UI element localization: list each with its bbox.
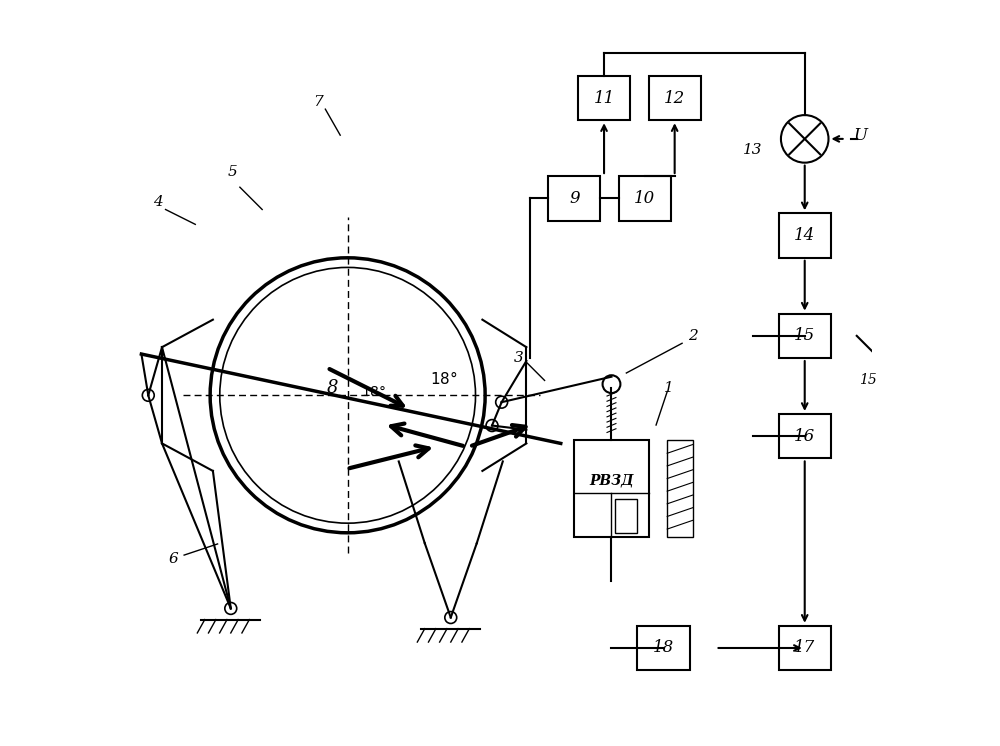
Bar xyxy=(779,414,831,459)
Text: 2: 2 xyxy=(688,329,698,343)
Text: 14: 14 xyxy=(794,227,815,244)
Bar xyxy=(619,176,671,221)
Text: $18°$: $18°$ xyxy=(361,385,386,398)
Bar xyxy=(779,213,831,258)
Text: $18°$: $18°$ xyxy=(430,370,457,387)
Text: 4: 4 xyxy=(153,195,163,209)
Text: 15: 15 xyxy=(859,374,877,387)
Bar xyxy=(667,440,693,536)
Text: 17: 17 xyxy=(794,639,815,656)
Text: 1: 1 xyxy=(664,381,673,395)
Text: 5: 5 xyxy=(228,166,237,179)
Text: 18: 18 xyxy=(653,639,674,656)
Text: РВЗД: РВЗД xyxy=(589,474,634,488)
Text: U: U xyxy=(853,127,867,144)
Text: 3: 3 xyxy=(514,351,523,365)
Text: 12: 12 xyxy=(664,90,685,107)
Text: 15: 15 xyxy=(794,327,815,345)
Bar xyxy=(779,313,831,358)
Bar xyxy=(615,499,637,533)
Text: 7: 7 xyxy=(313,95,323,109)
Text: 10: 10 xyxy=(634,189,656,207)
Bar xyxy=(637,626,690,671)
Text: 9: 9 xyxy=(569,189,580,207)
Bar xyxy=(779,626,831,671)
Text: 13: 13 xyxy=(743,143,762,157)
Bar xyxy=(649,75,701,120)
Bar xyxy=(574,440,649,536)
Text: 8: 8 xyxy=(327,379,339,397)
Text: 11: 11 xyxy=(593,90,615,107)
Text: 6: 6 xyxy=(168,552,178,565)
Bar xyxy=(578,75,630,120)
Bar xyxy=(548,176,600,221)
Text: 16: 16 xyxy=(794,427,815,445)
